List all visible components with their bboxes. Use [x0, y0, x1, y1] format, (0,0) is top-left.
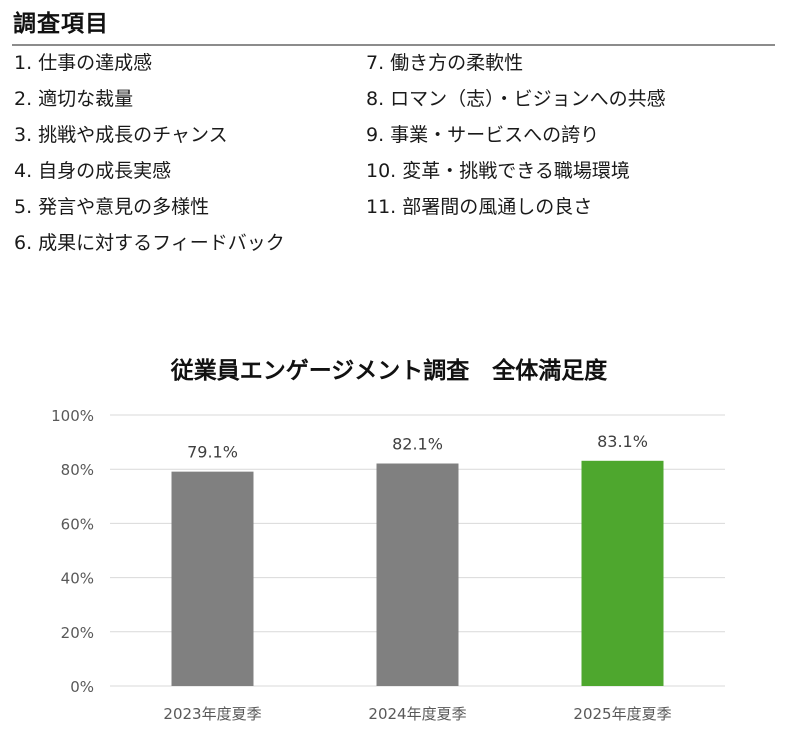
bar	[581, 460, 664, 686]
data-label: 83.1%	[597, 432, 648, 451]
survey-items-right: 7. 働き方の柔軟性 8. ロマン（志）・ビジョンへの共感 9. 事業・サービス…	[366, 49, 666, 229]
survey-items-left: 1. 仕事の達成感 2. 適切な裁量 3. 挑戦や成長のチャンス 4. 自身の成…	[14, 49, 285, 265]
data-label: 82.1%	[392, 435, 443, 454]
y-tick-label: 40%	[61, 570, 94, 588]
y-tick-label: 60%	[61, 515, 94, 533]
survey-item-7: 7. 働き方の柔軟性	[366, 52, 524, 74]
survey-item-4: 4. 自身の成長実感	[14, 160, 172, 182]
survey-item-2: 2. 適切な裁量	[14, 88, 134, 110]
survey-item-6: 6. 成果に対するフィードバック	[14, 232, 285, 254]
survey-item-1: 1. 仕事の達成感	[14, 52, 153, 74]
y-tick-label: 100%	[51, 407, 94, 425]
chart-title: 従業員エンゲージメント調査 全体満足度	[170, 357, 609, 384]
survey-item-10: 10. 変革・挑戦できる職場環境	[366, 160, 630, 182]
heading-divider	[12, 44, 775, 46]
data-label: 79.1%	[187, 443, 238, 462]
survey-item-3: 3. 挑戦や成長のチャンス	[14, 124, 228, 146]
bar	[171, 471, 254, 686]
x-tick-label: 2025年度夏季	[573, 705, 671, 723]
survey-item-9: 9. 事業・サービスへの誇り	[366, 124, 600, 146]
survey-item-8: 8. ロマン（志）・ビジョンへの共感	[366, 88, 666, 110]
y-tick-label: 80%	[61, 461, 94, 479]
section-heading: 調査項目	[13, 11, 109, 37]
y-tick-label: 20%	[61, 624, 94, 642]
bar	[376, 463, 459, 686]
survey-item-11: 11. 部署間の風通しの良さ	[366, 196, 593, 218]
y-tick-label: 0%	[70, 678, 94, 696]
x-tick-label: 2024年度夏季	[368, 705, 466, 723]
x-tick-label: 2023年度夏季	[163, 705, 261, 723]
survey-item-5: 5. 発言や意見の多様性	[14, 196, 210, 218]
satisfaction-bar-chart: 従業員エンゲージメント調査 全体満足度 0% 20% 40% 60% 80% 100% 79…	[51, 357, 725, 723]
